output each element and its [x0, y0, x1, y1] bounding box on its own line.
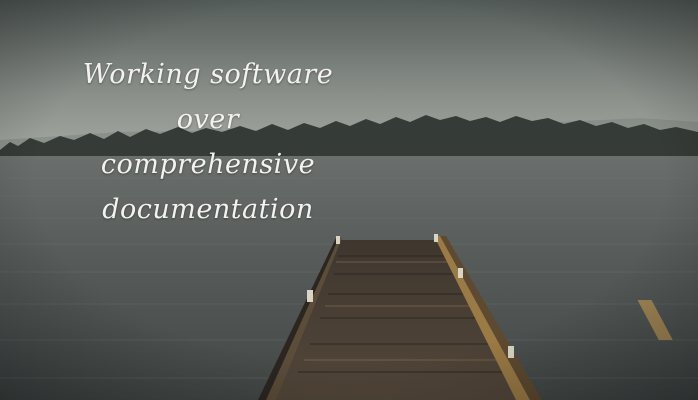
quote-line-3: comprehensive	[100, 149, 316, 180]
quote-line-4: documentation	[102, 194, 314, 225]
quote-line-1: Working software	[82, 59, 334, 90]
quote-text: Working software over comprehensive docu…	[58, 52, 358, 232]
quote-line-2: over	[176, 104, 240, 135]
